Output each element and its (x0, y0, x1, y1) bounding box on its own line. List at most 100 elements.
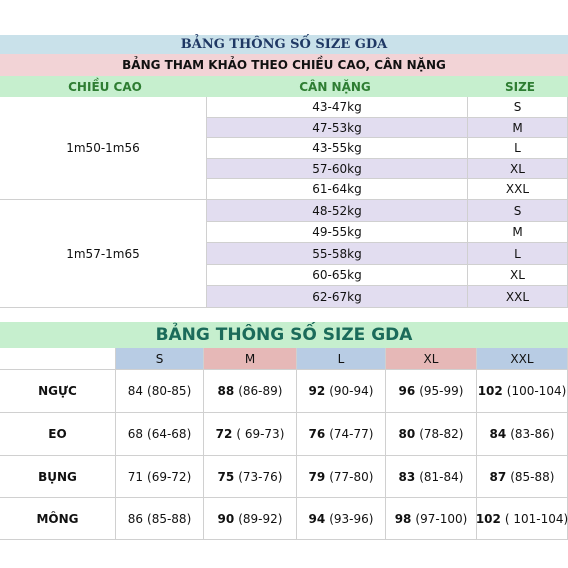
measure-cell: 80 (78-82) (386, 413, 477, 456)
measure-cell: 88 (86-89) (204, 370, 297, 413)
range: (83-86) (510, 427, 555, 441)
height-cell: 1m50-1m56 (0, 97, 207, 200)
size-cell: L (468, 138, 568, 159)
weight-cell: 60-65kg (207, 265, 468, 286)
range: (100-104) (506, 384, 567, 398)
range: (97-100) (415, 511, 468, 526)
range: (89-92) (238, 511, 283, 526)
size-cell: L (468, 243, 568, 265)
range: (85-88) (147, 511, 192, 526)
size-cell: XL (468, 265, 568, 286)
measure-label: EO (0, 413, 116, 456)
value: 83 (398, 469, 416, 484)
column-header: SIZE (504, 79, 535, 94)
measure-cell: 98 (97-100) (386, 498, 477, 540)
weight-cell: 49-55kg (207, 222, 468, 243)
measure-cell: 94 (93-96) (297, 498, 386, 540)
measure-cell: 76 (74-77) (297, 413, 386, 456)
weight-cell: 47-53kg (207, 118, 468, 138)
header-bg (0, 76, 568, 97)
size-cell: XXL (468, 179, 568, 200)
weight-cell: 48-52kg (207, 200, 468, 222)
value: 75 (217, 469, 235, 484)
measure-cell: 71 (69-72) (116, 456, 204, 498)
range: (81-84) (419, 469, 464, 484)
value: 102 (477, 384, 503, 398)
size-cell: XXL (468, 286, 568, 308)
measure-cell: 83 (81-84) (386, 456, 477, 498)
size-header: S (116, 348, 204, 370)
weight-cell: 43-47kg (207, 97, 468, 118)
value: 90 (217, 511, 235, 526)
measure-cell: 90 (89-92) (204, 498, 297, 540)
size-cell: XL (468, 159, 568, 179)
size-cell: M (468, 118, 568, 138)
range: (74-77) (329, 427, 374, 441)
title: BẢNG THÔNG SỐ SIZE GDA (0, 35, 568, 54)
range: (64-68) (147, 427, 192, 441)
value: 76 (308, 427, 326, 441)
measure-label: MÔNG (0, 498, 116, 540)
measure-cell: 102 (100-104) (477, 370, 568, 413)
value: 92 (308, 384, 326, 398)
range: (69-72) (147, 469, 192, 484)
size-cell: S (468, 97, 568, 118)
value: 88 (217, 384, 235, 398)
range: ( 69-73) (236, 427, 285, 441)
range: (77-80) (329, 469, 374, 484)
value: 84 (127, 384, 144, 398)
weight-cell: 61-64kg (207, 179, 468, 200)
measure-cell: 84 (80-85) (116, 370, 204, 413)
range: (80-85) (147, 384, 192, 398)
value: 102 (475, 511, 501, 526)
measure-cell: 86 (85-88) (116, 498, 204, 540)
corner (0, 348, 116, 370)
weight-cell: 62-67kg (207, 286, 468, 308)
measure-label: BỤNG (0, 456, 116, 498)
value: 96 (398, 384, 416, 398)
measure-cell: 102( 101-104) (475, 498, 568, 540)
measure-cell: 87 (85-88) (477, 456, 568, 498)
range: (85-88) (510, 469, 555, 484)
size-header: XL (386, 348, 477, 370)
value: 79 (308, 469, 326, 484)
weight-cell: 55-58kg (207, 243, 468, 265)
measure-cell: 72( 69-73) (204, 413, 297, 456)
size-header: L (297, 348, 386, 370)
size-header: XXL (477, 348, 568, 370)
column-header: CÂN NẶNG (299, 79, 371, 94)
value: 86 (127, 511, 144, 526)
measure-cell: 92 (90-94) (297, 370, 386, 413)
measure-cell: 75 (73-76) (204, 456, 297, 498)
range: (90-94) (329, 384, 374, 398)
measure-cell: 84 (83-86) (477, 413, 568, 456)
column-header: CHIỀU CAO (68, 79, 142, 94)
range: (95-99) (419, 384, 464, 398)
size-cell: M (468, 222, 568, 243)
value: 71 (127, 469, 144, 484)
measure-cell: 68 (64-68) (116, 413, 204, 456)
range: (86-89) (238, 384, 283, 398)
height-cell: 1m57-1m65 (0, 200, 207, 308)
value: 98 (394, 511, 412, 526)
title-2: BẢNG THÔNG SỐ SIZE GDA (0, 322, 568, 348)
value: 94 (308, 511, 326, 526)
subtitle: BẢNG THAM KHẢO THEO CHIỀU CAO, CÂN NẶNG (0, 54, 568, 76)
range: (78-82) (419, 427, 464, 441)
measure-label: NGỰC (0, 370, 116, 413)
measure-cell: 96 (95-99) (386, 370, 477, 413)
range: (73-76) (238, 469, 283, 484)
size-header: M (204, 348, 297, 370)
value: 68 (127, 427, 144, 441)
weight-cell: 57-60kg (207, 159, 468, 179)
range: ( 101-104) (504, 511, 568, 526)
value: 84 (489, 427, 507, 441)
value: 87 (489, 469, 507, 484)
value: 80 (398, 427, 416, 441)
weight-cell: 43-55kg (207, 138, 468, 159)
value: 72 (215, 427, 233, 441)
measure-cell: 79 (77-80) (297, 456, 386, 498)
size-cell: S (468, 200, 568, 222)
range: (93-96) (329, 511, 374, 526)
